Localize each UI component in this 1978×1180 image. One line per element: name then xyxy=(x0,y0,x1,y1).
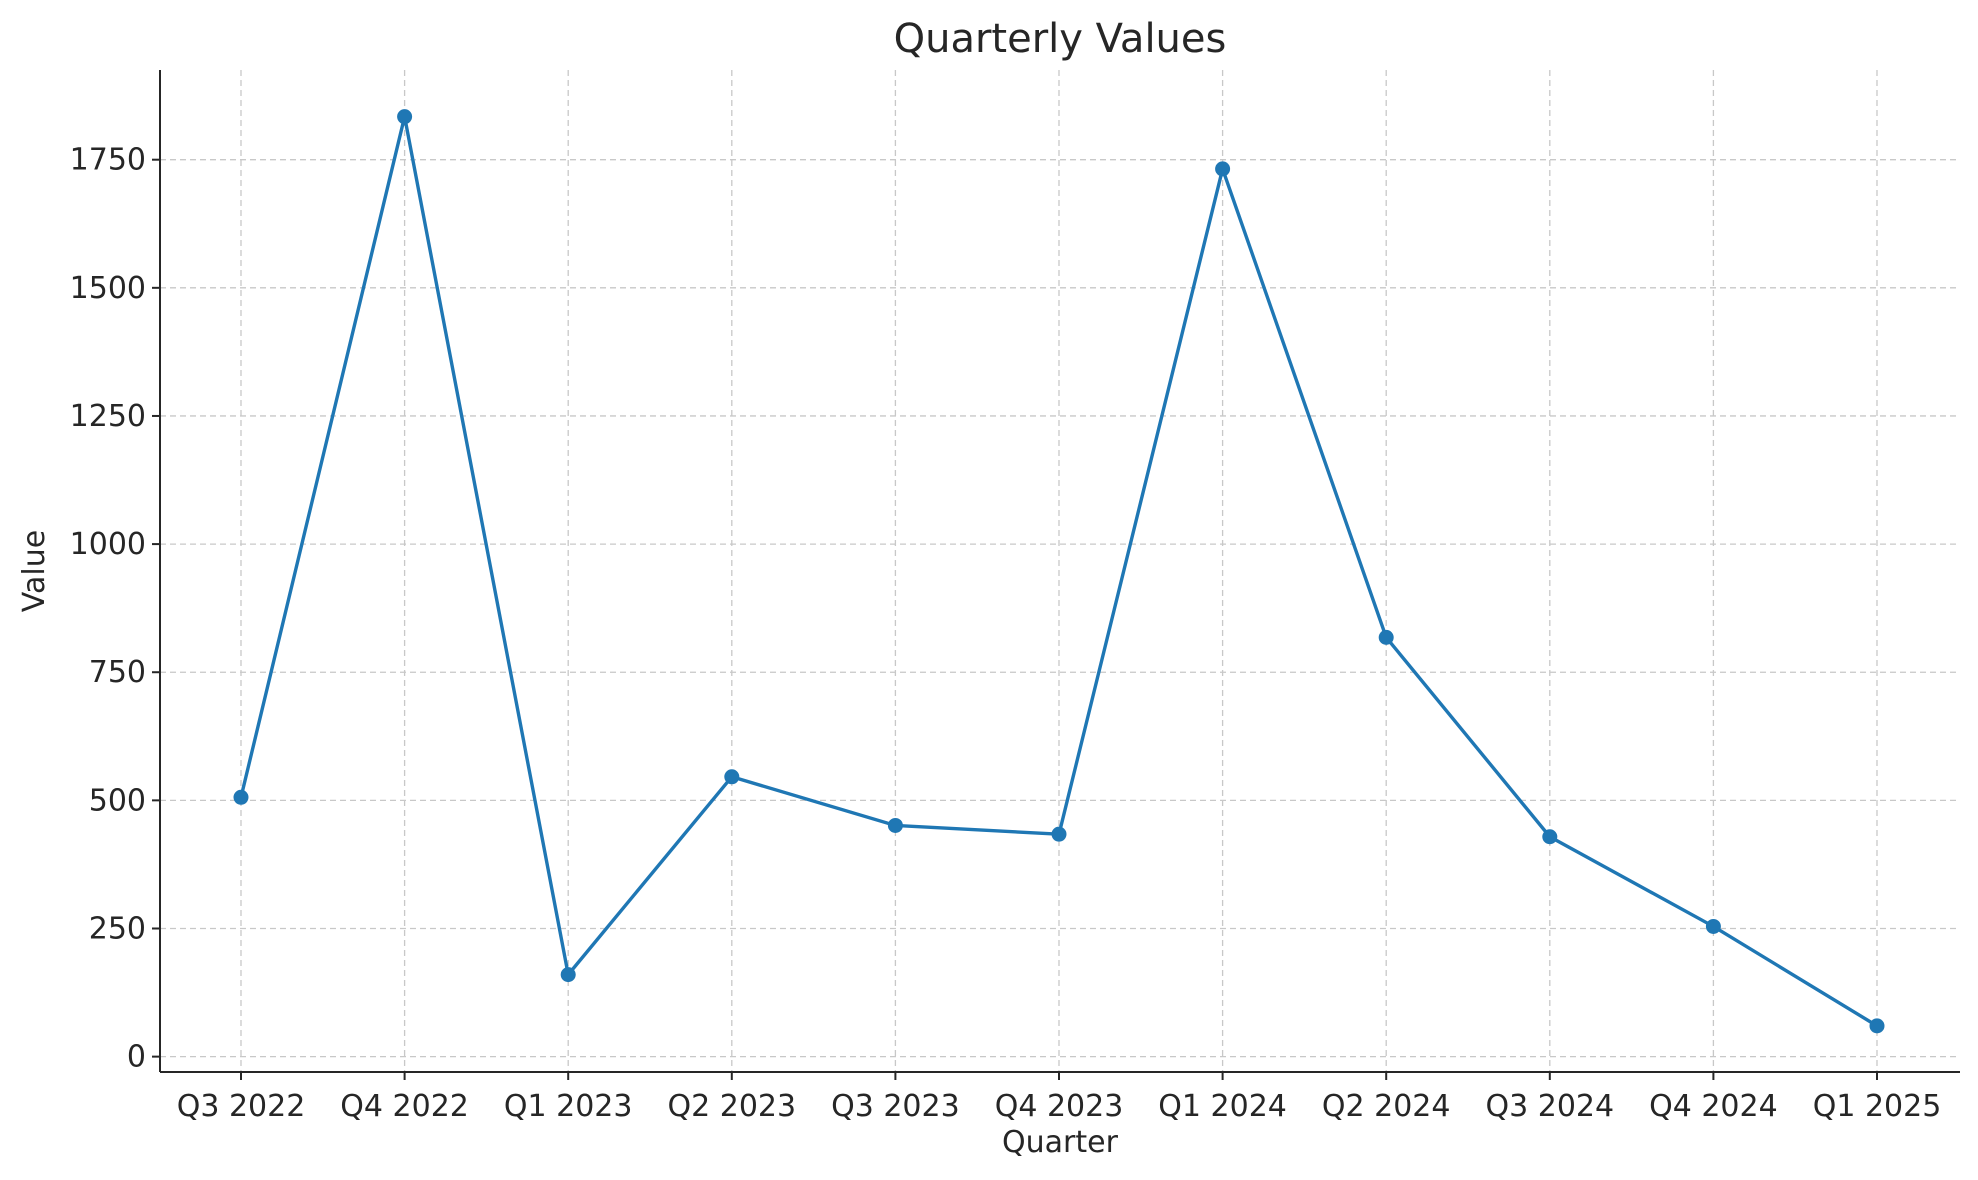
x-axis-label: Quarter xyxy=(1002,1125,1119,1160)
data-point xyxy=(560,967,576,983)
data-point xyxy=(887,817,903,833)
data-point xyxy=(1378,629,1394,645)
series-layer xyxy=(233,109,1885,1034)
y-tick-label: 1500 xyxy=(70,271,146,306)
grid xyxy=(160,70,1960,1072)
x-tick-label: Q1 2025 xyxy=(1813,1089,1942,1124)
data-point xyxy=(233,789,249,805)
data-point xyxy=(1705,918,1721,934)
x-tick-label: Q1 2024 xyxy=(1158,1089,1287,1124)
x-tick-label: Q2 2023 xyxy=(668,1089,797,1124)
data-point xyxy=(1051,826,1067,842)
y-tick-label: 1750 xyxy=(70,143,146,178)
y-tick-label: 500 xyxy=(89,783,146,818)
y-tick-label: 1250 xyxy=(70,399,146,434)
y-tick-label: 250 xyxy=(89,911,146,946)
y-tick-label: 0 xyxy=(127,1040,146,1075)
x-tick-label: Q4 2024 xyxy=(1649,1089,1778,1124)
axes xyxy=(159,70,1960,1073)
x-tick-label: Q3 2022 xyxy=(177,1089,306,1124)
ticks: Q3 2022 Q4 2022 Q1 2023 Q2 2023 Q3 2023 Q4 20… xyxy=(70,143,1942,1124)
x-tick-label: Q2 2024 xyxy=(1322,1089,1451,1124)
x-tick-label: Q4 2023 xyxy=(995,1089,1124,1124)
x-tick-label: Q3 2023 xyxy=(831,1089,960,1124)
x-tick-label: Q1 2023 xyxy=(504,1089,633,1124)
x-tick-label: Q4 2022 xyxy=(340,1089,469,1124)
y-tick-label: 750 xyxy=(89,655,146,690)
data-point xyxy=(1215,161,1231,177)
y-axis-label: Value xyxy=(17,530,52,612)
data-point xyxy=(1542,829,1558,845)
x-tick-label: Q3 2024 xyxy=(1486,1089,1615,1124)
y-tick-label: 1000 xyxy=(70,527,146,562)
data-point xyxy=(1869,1018,1885,1034)
data-point xyxy=(724,769,740,785)
data-point xyxy=(397,109,413,125)
chart-title: Quarterly Values xyxy=(894,16,1227,62)
